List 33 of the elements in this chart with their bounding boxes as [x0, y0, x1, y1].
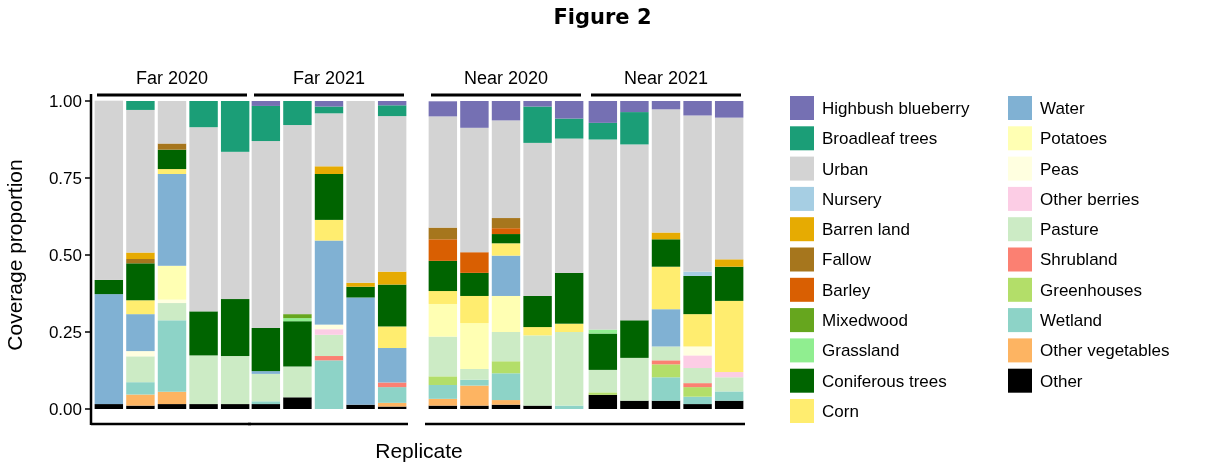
legend-label: Potatoes	[1040, 129, 1108, 149]
legend-label: Coniferous trees	[822, 371, 947, 391]
legend-label: Other	[1040, 371, 1083, 391]
legend-label: Peas	[1040, 159, 1079, 179]
legend-label: Nursery	[822, 189, 883, 209]
legend-label: Mixedwood	[822, 311, 908, 331]
y-tick-label: 0.75	[48, 168, 82, 188]
text: Far 2021	[292, 68, 366, 88]
text: Near 2021	[623, 68, 709, 88]
legend-label: Urban	[822, 159, 869, 179]
legend-label: Other berries	[1040, 189, 1140, 209]
legend-label: Corn	[822, 401, 859, 421]
legend-label: Grassland	[822, 341, 900, 361]
legend-label: Highbush blueberry	[822, 98, 970, 118]
legend-label: Barley	[822, 280, 871, 300]
legend-label: Barren land	[822, 220, 910, 240]
y-tick-label: 0.25	[48, 322, 82, 342]
x-axis-title: Replicate	[375, 439, 463, 462]
legend-label: Wetland	[1040, 311, 1103, 331]
legend-label: Fallow	[822, 250, 872, 270]
y-tick-label: 0.00	[48, 399, 82, 419]
y-tick-label: 0.50	[48, 245, 82, 265]
legend-label: Greenhouses	[1040, 280, 1143, 300]
y-tick-label: 1.00	[48, 91, 82, 111]
legend-label: Broadleaf trees	[822, 129, 938, 149]
text: Far 2020	[135, 68, 209, 88]
legend-label: Water	[1040, 98, 1086, 118]
chart-title: Figure 2	[553, 5, 652, 29]
text: Near 2020	[463, 68, 549, 88]
y-axis-title: Coverage proportion	[3, 159, 26, 351]
legend-label: Shrubland	[1040, 250, 1118, 270]
legend-label: Pasture	[1040, 220, 1099, 240]
legend-label: Other vegetables	[1040, 341, 1170, 361]
